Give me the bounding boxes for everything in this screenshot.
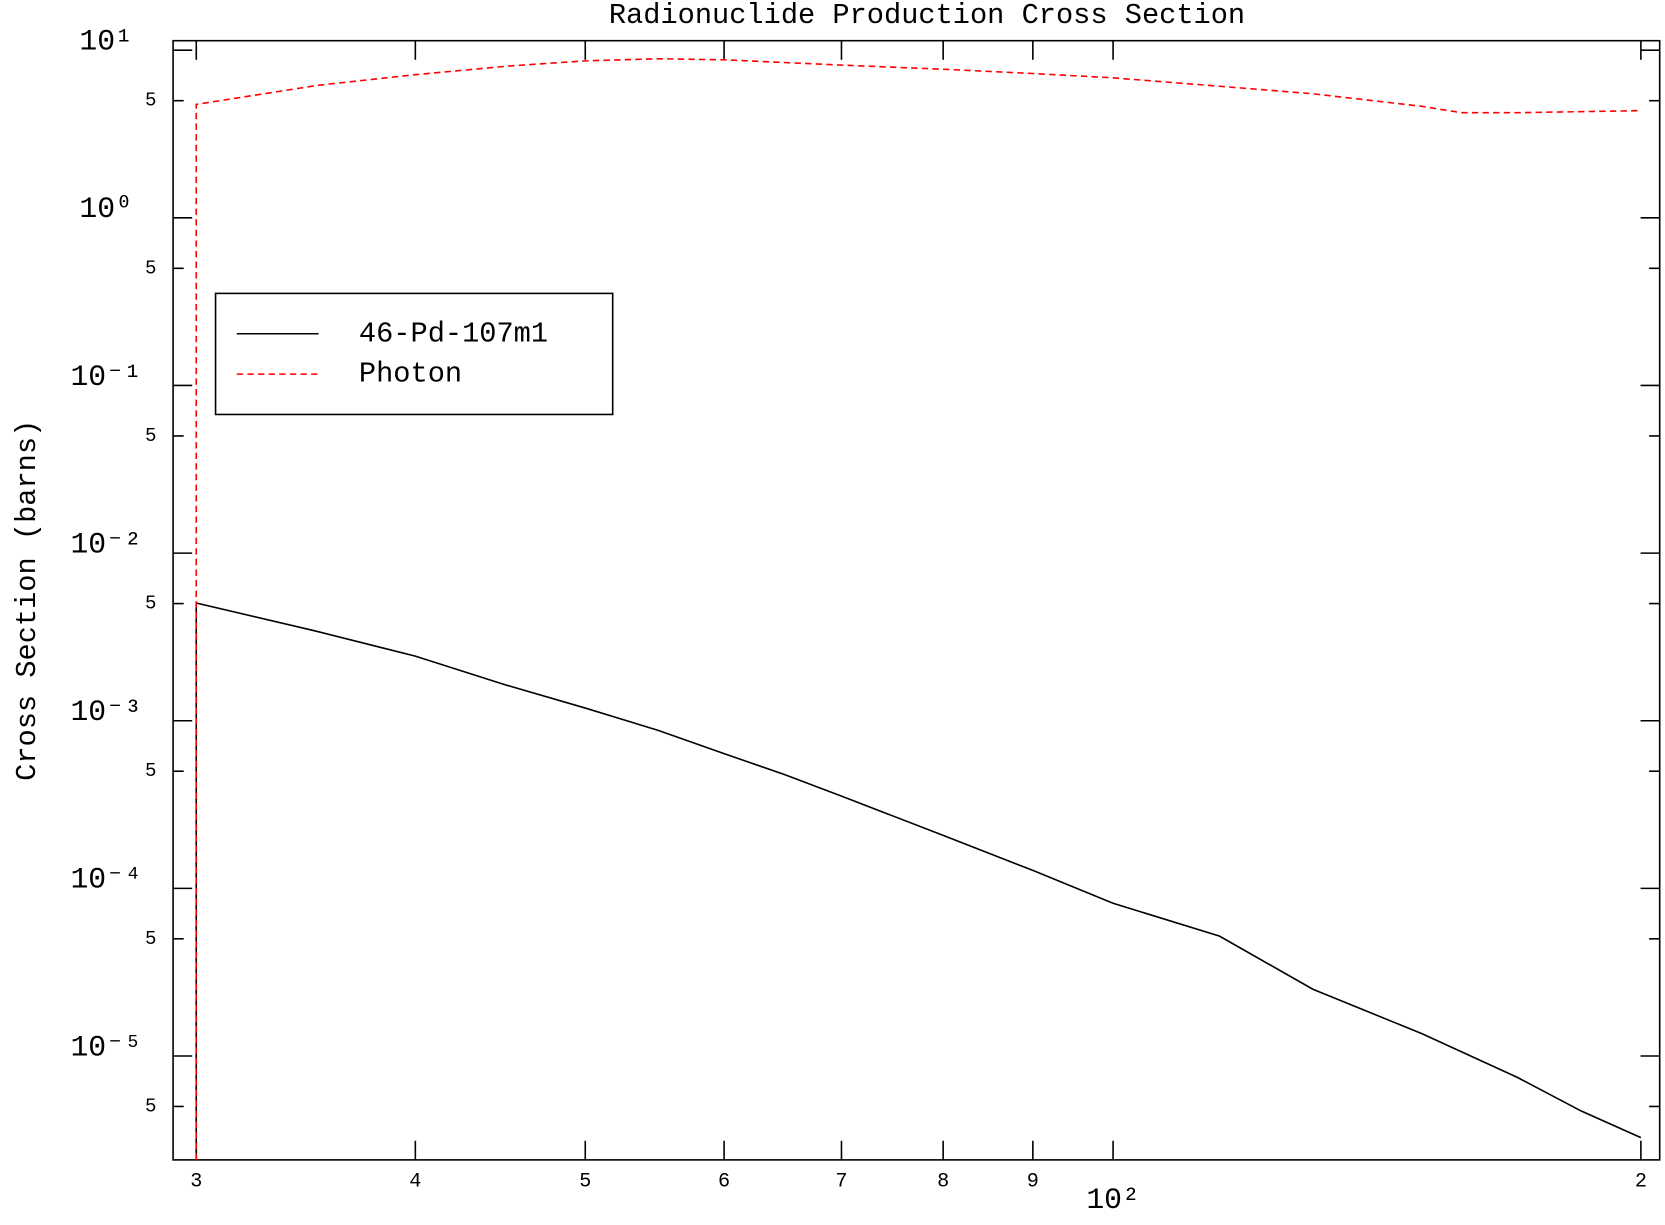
y-tick-label: 10⁻⁵ — [70, 1030, 141, 1064]
y-tick-label: 5 — [145, 90, 156, 112]
y-tick-label: 10⁰ — [79, 192, 133, 226]
x-tick-label: 8 — [937, 1170, 949, 1193]
plot-frame — [172, 39, 1661, 1161]
chart-title: Radionuclide Production Cross Section — [609, 0, 1245, 32]
x-tick-label: 4 — [409, 1170, 421, 1193]
legend-label: 46-Pd-107m1 — [359, 317, 548, 350]
x-tick-label: 7 — [835, 1170, 847, 1193]
x-tick-label: 10² — [1086, 1183, 1140, 1217]
y-tick-label: 10⁻⁴ — [70, 863, 141, 897]
series-line — [195, 57, 1641, 1160]
y-tick-label: 10¹ — [79, 25, 133, 59]
x-tick-label: 5 — [579, 1170, 591, 1193]
y-tick-label: 5 — [145, 257, 156, 279]
x-tick-label: 3 — [190, 1170, 202, 1193]
y-tick-label: 5 — [145, 593, 156, 615]
y-tick-label: 10⁻² — [70, 527, 141, 561]
y-tick-label: 5 — [145, 1096, 156, 1118]
y-tick-label: 10⁻³ — [70, 695, 141, 729]
x-tick-label: 2 — [1635, 1170, 1647, 1193]
y-tick-label: 5 — [145, 928, 156, 950]
x-tick-label: 9 — [1027, 1170, 1039, 1193]
y-tick-label: 5 — [145, 760, 156, 782]
y-tick-label: 5 — [145, 425, 156, 447]
x-tick-label: 6 — [718, 1170, 730, 1193]
series-line — [195, 601, 1642, 1160]
legend-label: Photon — [359, 358, 462, 391]
y-tick-label: 10⁻¹ — [70, 360, 141, 394]
y-axis-label: Cross Section (barns) — [11, 420, 44, 781]
legend-box — [214, 292, 614, 416]
